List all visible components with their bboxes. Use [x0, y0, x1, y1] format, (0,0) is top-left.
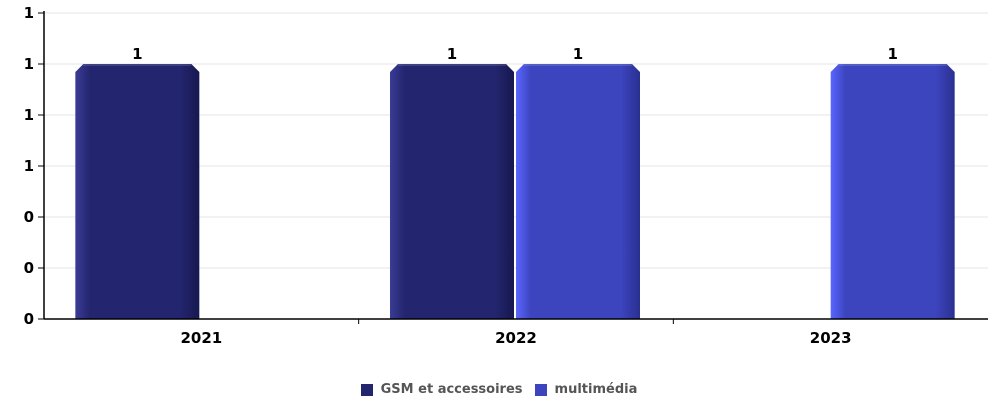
y-tick-label: 1	[24, 4, 34, 22]
bars: 1 1 1 1	[75, 45, 955, 319]
legend-item-multimedia[interactable]: multimédia	[534, 382, 638, 397]
y-tick-label: 1	[24, 157, 34, 175]
legend-item-gsm[interactable]: GSM et accessoires	[360, 382, 523, 397]
bar-multimedia-2022[interactable]	[516, 64, 640, 319]
bar-gsm-2021[interactable]	[75, 64, 200, 319]
y-tick-label: 1	[24, 106, 34, 124]
bar-multimedia-2023[interactable]	[830, 64, 955, 319]
y-tick-label: 0	[24, 259, 34, 277]
y-tick-label: 0	[24, 310, 34, 328]
data-label: 1	[132, 45, 142, 63]
legend-label-multimedia: multimédia	[554, 382, 638, 397]
data-label: 1	[447, 45, 457, 63]
x-tick-label: 2023	[810, 329, 852, 347]
x-tick-label: 2022	[495, 329, 537, 347]
y-tick-label: 0	[24, 208, 34, 226]
data-label: 1	[573, 45, 583, 63]
x-tick-label: 2021	[180, 329, 222, 347]
axes: 0 0 0 1 1 1 1 2021 2022 2023	[24, 4, 988, 347]
data-label: 1	[887, 45, 897, 63]
legend-label-gsm: GSM et accessoires	[380, 382, 523, 397]
legend: GSM et accessoires multimédia	[0, 382, 998, 397]
legend-swatch-multimedia	[534, 383, 547, 396]
y-tick-label: 1	[24, 55, 34, 73]
bar-gsm-2022[interactable]	[390, 64, 514, 319]
legend-swatch-gsm	[360, 383, 373, 396]
